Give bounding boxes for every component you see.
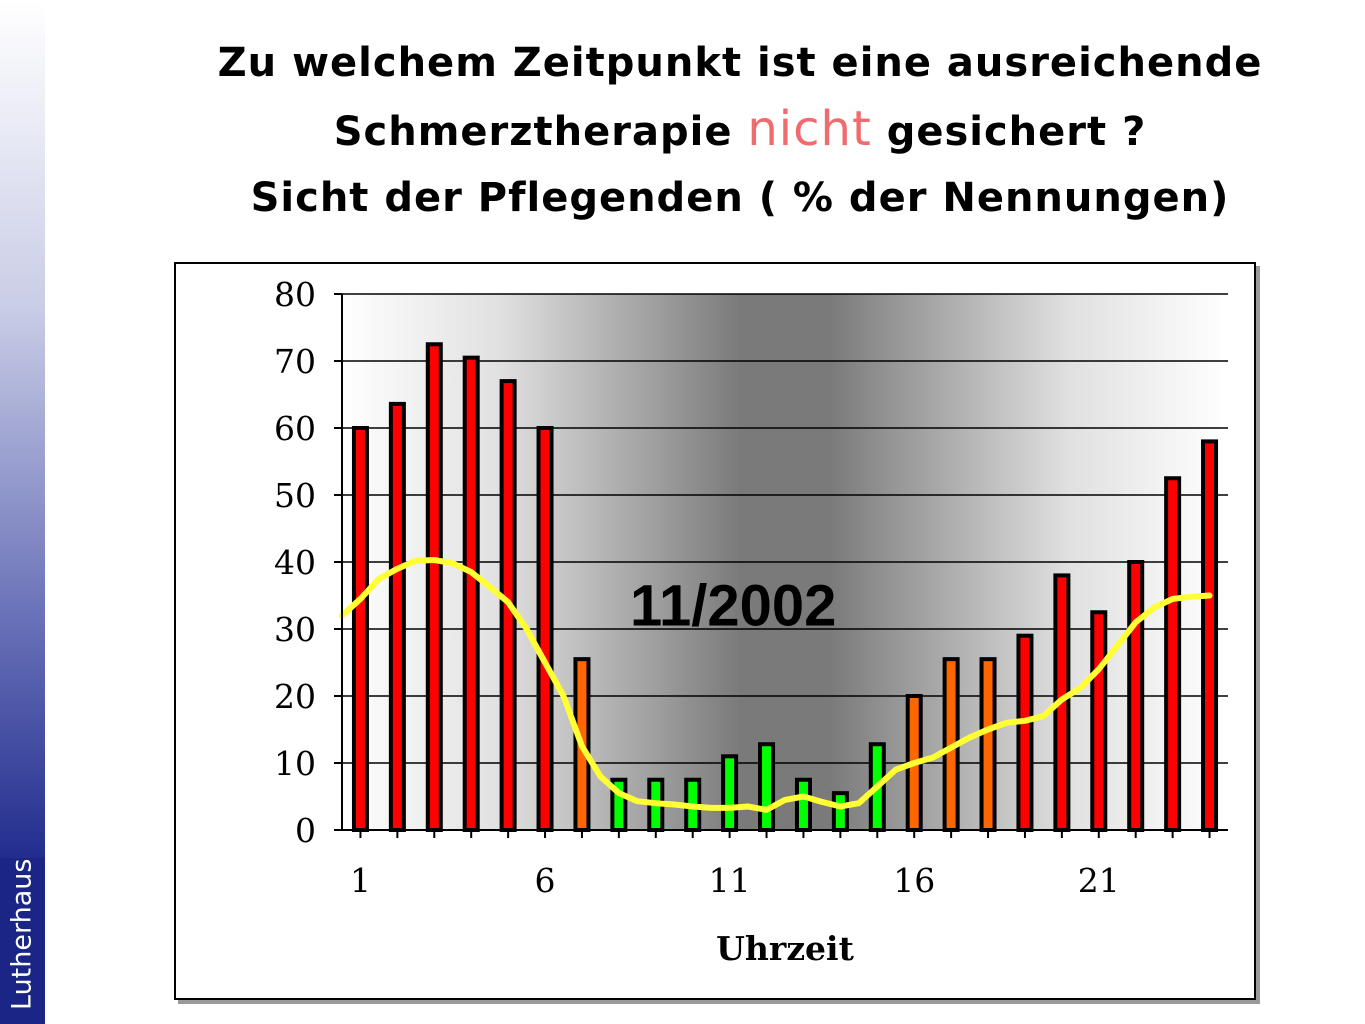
y-tick-label: 40: [274, 543, 316, 582]
y-tick-label: 0: [295, 811, 316, 850]
bar: [351, 426, 369, 832]
bar: [979, 657, 997, 832]
gridlines: [342, 293, 1228, 764]
title-line-2-end: gesichert ?: [871, 109, 1147, 155]
bar: [388, 401, 406, 832]
bar: [1127, 560, 1145, 832]
x-tick-label: 16: [893, 861, 935, 900]
bar: [794, 777, 812, 832]
x-tick-label: 1: [350, 861, 371, 900]
bar: [1201, 439, 1219, 832]
bar: [1164, 476, 1182, 832]
chart-annotation: 11/2002: [630, 574, 836, 639]
brand-label: Lutherhaus: [6, 858, 38, 1010]
x-tick-label: 21: [1078, 861, 1120, 900]
x-axis-title: Uhrzeit: [716, 929, 854, 968]
x-tick-label: 11: [709, 861, 751, 900]
bar: [1090, 610, 1108, 832]
y-tick-label: 30: [274, 610, 316, 649]
title-line-2: Schmerztherapie nicht gesichert ?: [150, 96, 1330, 165]
bar: [721, 754, 739, 832]
y-tick-label: 80: [274, 275, 316, 314]
brand-logo: Lutherhaus: [0, 858, 45, 1024]
y-tick-labels: 0 10 20 30 40 50 60 70 80: [274, 275, 342, 850]
bar: [1016, 633, 1034, 833]
y-tick-label: 50: [274, 476, 316, 515]
x-tick-labels: 1 6 11 16 21: [350, 830, 1211, 900]
title-line-2-start: Schmerztherapie: [333, 109, 748, 155]
title-line-1: Zu welchem Zeitpunkt ist eine ausreichen…: [217, 40, 1263, 86]
sidebar-gradient: [0, 0, 45, 1024]
title-line-3: Sicht der Pflegenden ( % der Nennungen): [250, 175, 1230, 221]
bar: [758, 742, 776, 832]
title-emphasis: nicht: [747, 101, 872, 157]
y-tick-label: 60: [274, 409, 316, 448]
bar: [425, 342, 443, 832]
y-tick-label: 10: [274, 744, 316, 783]
chart-frame: 0 10 20 30 40 50 60 70 80 1 6 11 16 21 Uhrzeit 11/20…: [174, 262, 1256, 1000]
y-tick-label: 20: [274, 677, 316, 716]
y-tick-label: 70: [274, 342, 316, 381]
bar: [462, 355, 480, 833]
trend-line: [339, 557, 1213, 813]
slide-title: Zu welchem Zeitpunkt ist eine ausreichen…: [150, 30, 1330, 231]
x-tick-label: 6: [535, 861, 556, 900]
bar: [831, 791, 849, 833]
bar: [536, 426, 554, 832]
